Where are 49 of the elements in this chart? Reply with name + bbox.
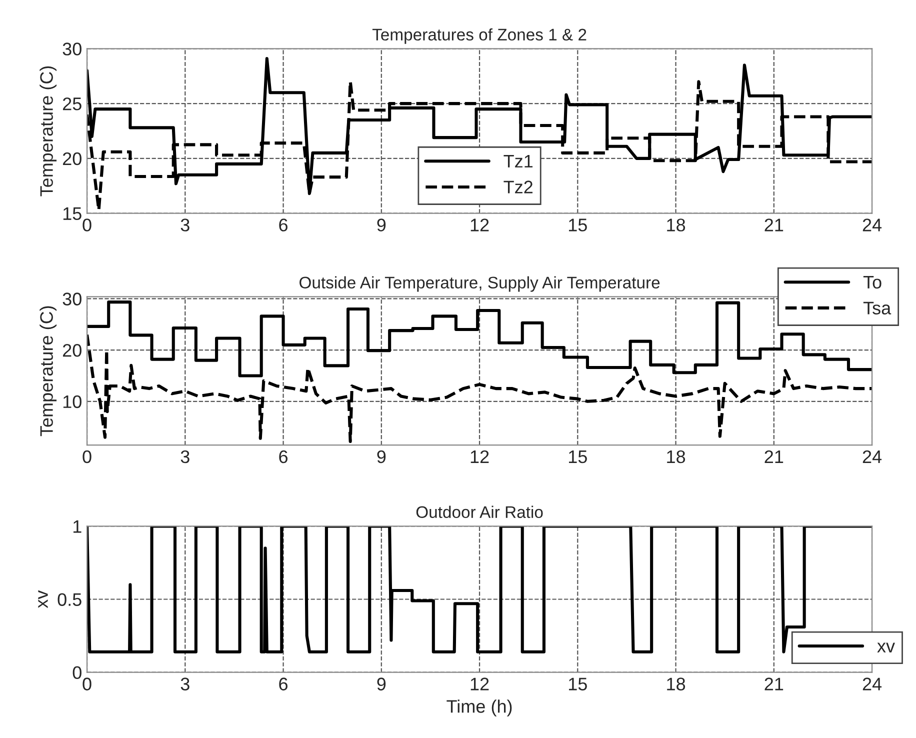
x-tick-label: 12: [470, 218, 489, 232]
y-tick-label: 0: [72, 666, 82, 680]
x-tick-label: 0: [82, 218, 92, 232]
x-tick-label: 3: [180, 218, 190, 232]
x-tick-label: 18: [667, 678, 686, 690]
y-axis-title: Temperature (C): [40, 66, 57, 196]
x-tick-label: 21: [764, 450, 784, 463]
legend-label: Tsa: [863, 302, 892, 314]
x-tick-label: 21: [764, 678, 784, 690]
x-tick-label: 3: [180, 450, 190, 464]
x-tick-label: 6: [279, 678, 288, 690]
y-tick-label: 1: [73, 520, 82, 533]
x-tick-label: 9: [377, 678, 386, 690]
y-tick-label: 0.5: [58, 593, 82, 606]
x-tick-label: 6: [279, 450, 288, 464]
x-tick-label: 18: [667, 450, 686, 464]
legend-label: To: [863, 276, 882, 289]
x-tick-label: 0: [82, 678, 92, 690]
y-tick-label: 30: [62, 292, 82, 306]
legend-label: Tz1: [504, 155, 533, 168]
x-tick-label: 15: [568, 450, 587, 464]
x-tick-label: 9: [377, 450, 386, 464]
x-tick-label: 0: [82, 450, 92, 464]
x-tick-label: 24: [862, 450, 882, 463]
y-tick-label: 20: [62, 344, 82, 357]
y-tick-label: 30: [62, 42, 82, 56]
y-axis-title: xv: [38, 590, 48, 608]
x-tick-label: 15: [568, 218, 587, 232]
chart-title: Temperatures of Zones 1 & 2: [372, 28, 586, 44]
chart-title: Outside Air Temperature, Supply Air Temperature: [300, 276, 660, 292]
x-tick-label: 15: [568, 678, 587, 690]
x-tick-label: 3: [180, 678, 190, 690]
legend-label: Tz2: [504, 180, 532, 194]
x-tick-label: 12: [470, 450, 489, 463]
x-tick-label: 9: [377, 218, 386, 232]
y-tick-label: 25: [62, 98, 82, 110]
x-tick-label: 18: [667, 218, 686, 232]
x-tick-label: 21: [764, 218, 784, 232]
legend-label: xv: [877, 642, 895, 652]
y-tick-label: 10: [63, 395, 82, 408]
x-tick-label: 6: [279, 218, 288, 232]
x-tick-label: 24: [862, 678, 882, 690]
y-axis-title: Temperature (C): [40, 306, 57, 436]
y-tick-label: 15: [63, 207, 82, 220]
chart-title: Outdoor Air Ratio: [416, 506, 543, 518]
x-tick-label: 24: [862, 218, 882, 232]
x-axis-title: Time (h): [446, 700, 512, 716]
x-tick-label: 12: [470, 678, 489, 690]
y-tick-label: 20: [62, 152, 82, 166]
